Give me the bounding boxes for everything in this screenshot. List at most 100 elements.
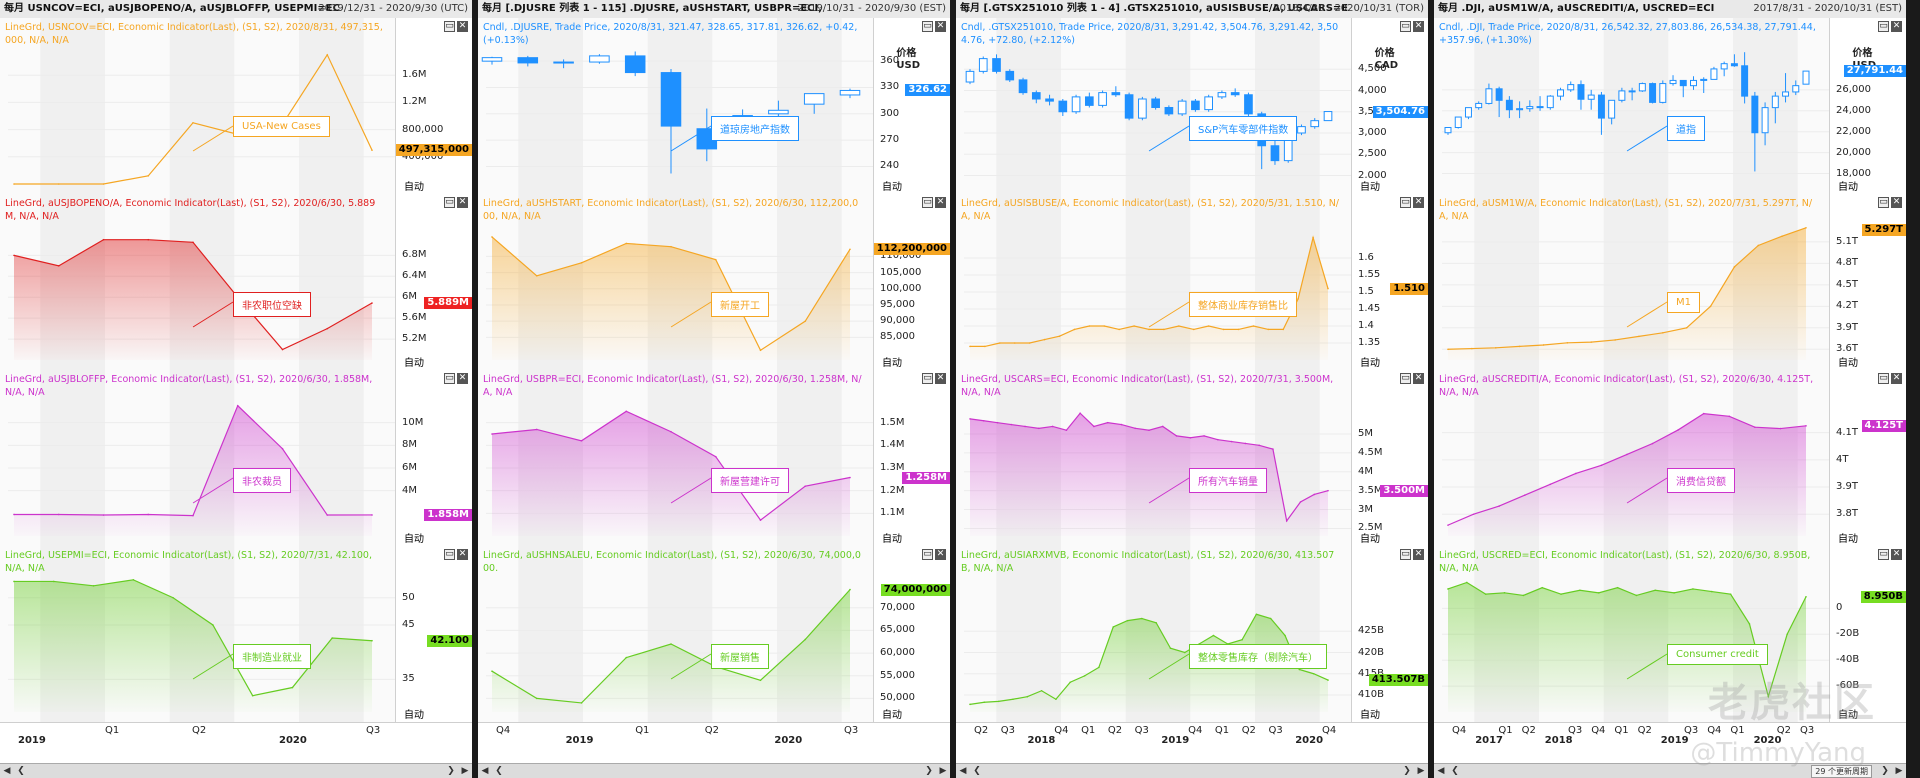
candlestick[interactable] [481,56,503,65]
candlestick[interactable] [1323,111,1333,122]
auto-scale-button[interactable]: 自动 [880,354,904,369]
horizontal-scrollbar[interactable]: ◀ ❮ ❯ ▶ 29 个更新周期 [1434,763,1906,778]
panel-plot[interactable] [0,18,472,194]
scroll-last-icon[interactable]: ❯ [447,766,455,776]
panel-4-3[interactable]: 4.1T 4T 3.9T 3.8T LineGrd, aUSCREDITI/A, Eco… [1434,370,1906,547]
candlestick[interactable] [1217,90,1227,100]
panel-1-3[interactable]: 10M 8M 6M 4M LineGrd, aUSJBLOFFP, Economic I… [0,370,472,547]
horizontal-scrollbar[interactable]: ◀ ❮ ❯ ▶ [956,763,1428,778]
candlestick[interactable] [1771,91,1779,124]
candlestick[interactable] [1098,90,1107,108]
scroll-left-icon[interactable]: ◀ [3,766,11,776]
panel-plot[interactable] [1434,370,1906,546]
panel-plot[interactable] [956,194,1428,370]
candlestick[interactable] [1690,76,1697,90]
auto-scale-button[interactable]: 自动 [402,706,426,721]
close-icon[interactable]: ✕ [457,197,468,208]
panel-1-4[interactable]: 50 45 35 LineGrd, USEPMI=ECI, Economic Indi… [0,546,472,723]
panel-plot[interactable] [1434,194,1906,370]
minimize-icon[interactable]: ▭ [1878,21,1889,32]
close-icon[interactable]: ✕ [1413,373,1424,384]
candlestick[interactable] [1444,127,1452,135]
auto-scale-button[interactable]: 自动 [402,354,426,369]
scroll-first-icon[interactable]: ❮ [495,766,503,776]
horizontal-scrollbar[interactable]: ◀ ❮ ❯ ▶ [478,763,950,778]
candlestick[interactable] [1297,124,1306,136]
auto-scale-button[interactable]: 自动 [1836,178,1860,193]
candlestick[interactable] [1464,107,1472,120]
panel-plot[interactable] [956,546,1428,722]
candlestick[interactable] [1111,86,1121,97]
candlestick[interactable] [1710,66,1718,80]
candlestick[interactable] [1782,73,1790,103]
candlestick[interactable] [624,51,646,77]
candlestick[interactable] [1679,79,1687,98]
candlestick[interactable] [1516,101,1524,119]
minimize-icon[interactable]: ▭ [922,549,933,560]
auto-scale-button[interactable]: 自动 [1358,530,1382,545]
candlestick[interactable] [1031,90,1041,104]
auto-scale-button[interactable]: 自动 [880,530,904,545]
candlestick[interactable] [1164,105,1174,116]
candlestick[interactable] [1751,91,1759,172]
close-icon[interactable]: ✕ [457,21,468,32]
panel-2-3[interactable]: 1.5M 1.4M 1.3M 1.2M 1.1M LineGrd, USBPR=ECI, … [478,370,950,547]
panel-plot[interactable] [478,18,950,194]
close-icon[interactable]: ✕ [1413,197,1424,208]
candlestick[interactable] [1649,82,1657,104]
minimize-icon[interactable]: ▭ [922,21,933,32]
candlestick[interactable] [1230,88,1240,97]
scroll-first-icon[interactable]: ❮ [1451,766,1459,776]
minimize-icon[interactable]: ▭ [1400,21,1411,32]
close-icon[interactable]: ✕ [1891,21,1902,32]
candlestick[interactable] [1700,77,1708,93]
candlestick[interactable] [1557,87,1564,101]
panel-plot[interactable] [478,370,950,546]
candlestick[interactable] [1018,77,1028,95]
candlestick[interactable] [992,54,1001,74]
candlestick[interactable] [1618,87,1626,103]
scroll-left-icon[interactable]: ◀ [481,766,489,776]
scroll-left-icon[interactable]: ◀ [1437,766,1445,776]
candlestick[interactable] [1204,94,1214,112]
panel-2-1[interactable]: 360 330 300 270 240 Cndl, .DJUSRE, Trade Pric… [478,18,950,195]
panel-3-2[interactable]: 1.6 1.55 1.5 1.45 1.4 1.35 LineGrd, aUSISBUSE/… [956,194,1428,371]
scroll-right-icon[interactable]: ▶ [1417,766,1425,776]
candlestick[interactable] [553,59,574,69]
minimize-icon[interactable]: ▭ [1400,197,1411,208]
panel-3-1[interactable]: 4,500 4,000 3,500 3,000 2,500 2,000 Cndl, .GTS… [956,18,1428,195]
candlestick[interactable] [517,55,539,67]
panel-plot[interactable] [0,546,472,722]
close-icon[interactable]: ✕ [935,549,946,560]
minimize-icon[interactable]: ▭ [1878,549,1889,560]
candlestick[interactable] [660,69,682,174]
candlestick[interactable] [1567,81,1575,92]
series-line[interactable] [969,613,1329,705]
candlestick[interactable] [1505,96,1513,119]
candlestick[interactable] [1659,80,1667,104]
auto-scale-button[interactable]: 自动 [402,178,426,193]
candlestick[interactable] [1741,52,1749,104]
minimize-icon[interactable]: ▭ [444,21,455,32]
candlestick[interactable] [1071,94,1081,114]
candlestick[interactable] [1587,89,1595,110]
panel-4-2[interactable]: 5.1T 4.8T 4.5T 4.2T 3.9T 3.6T LineGrd, aUSM1W/… [1434,194,1906,371]
candlestick[interactable] [1045,94,1054,106]
candlestick[interactable] [1244,92,1253,119]
close-icon[interactable]: ✕ [935,21,946,32]
panel-plot[interactable] [1434,546,1906,722]
close-icon[interactable]: ✕ [457,549,468,560]
candlestick[interactable] [1669,75,1677,86]
horizontal-scrollbar[interactable]: ◀ ❮ ❯ ▶ [0,763,472,778]
minimize-icon[interactable]: ▭ [1400,373,1411,384]
auto-scale-button[interactable]: 自动 [1836,354,1860,369]
candlestick[interactable] [1191,99,1200,112]
close-icon[interactable]: ✕ [1891,549,1902,560]
candlestick[interactable] [1802,70,1810,85]
series-line[interactable] [1447,227,1807,350]
panel-plot[interactable] [0,194,472,370]
minimize-icon[interactable]: ▭ [444,549,455,560]
close-icon[interactable]: ✕ [1891,373,1902,384]
close-icon[interactable]: ✕ [1413,549,1424,560]
panel-2-2[interactable]: 110,000 105,000 100,000 95,000 90,000 85,000 L… [478,194,950,371]
